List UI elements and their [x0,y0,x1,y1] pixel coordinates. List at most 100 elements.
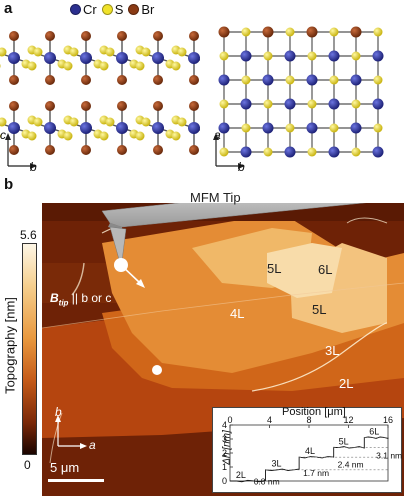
s-atom [33,47,43,57]
cr-atom [262,74,274,86]
s-atom [263,99,273,109]
cr-dot-icon [70,4,81,15]
s-atom [241,27,251,37]
s-atom [141,47,151,57]
panel-b-label: b [4,176,14,193]
s-atom [69,47,79,57]
afm-axis-a-label: a [89,438,96,452]
axis-c-label: c [0,128,6,142]
s-atom [219,147,229,157]
axis-a-label: a [214,128,221,142]
br-atom [45,101,55,111]
s-atom [135,131,145,141]
legend-br: Br [141,2,155,17]
cr-atom [372,50,384,62]
br-atom [45,31,55,41]
cr-atom [152,52,164,64]
br-atom [189,31,199,41]
cr-atom [218,74,230,86]
br-atom [153,101,163,111]
layer-label-6l: 6L [318,262,333,277]
inset-xlabel: Position [μm] [282,406,346,418]
br-atom [189,145,199,155]
s-atom [329,27,339,37]
step-height-annotation: 2.4 nm [338,460,364,470]
cr-atom [188,122,200,134]
s-atom [373,123,383,133]
cr-atom [372,98,384,110]
step-label: 6L [369,427,379,437]
br-atom [350,26,362,38]
panel-a-label: a [4,0,13,17]
s-atom [105,117,115,127]
s-atom [0,133,1,139]
br-atom [218,26,230,38]
cr-atom [306,74,318,86]
s-atom [241,75,251,85]
b-tip-symbol: B [50,291,59,305]
cr-atom [188,52,200,64]
cr-atom [284,50,296,62]
br-atom [81,145,91,155]
s-atom [63,61,73,71]
b-tip-rest: || b or c [68,291,112,305]
br-atom [81,75,91,85]
axis-b2-label: b [238,160,245,174]
x-tick-label: 0 [227,415,232,425]
s-atom [141,117,151,127]
cr-atom [284,98,296,110]
s-atom [285,123,295,133]
cr-atom [350,122,362,134]
br-atom [117,31,127,41]
axes-right-arrows [213,133,245,169]
br-atom [81,31,91,41]
s-atom [0,47,7,57]
s-atom [351,147,361,157]
s-atom [105,47,115,57]
cr-atom [80,52,92,64]
cr-atom [284,146,296,158]
cr-atom [372,146,384,158]
cr-atom [350,74,362,86]
cr-atom [116,122,128,134]
step-height-annotation: 1.7 nm [303,468,329,478]
step-height-annotation: 0.8 nm [254,477,280,487]
s-atom [99,131,109,141]
s-atom [329,75,339,85]
cr-atom [262,122,274,134]
s-atom [177,117,187,127]
s-atom [219,51,229,61]
step-label: 4L [305,446,315,456]
colorbar-min: 0 [24,458,31,472]
step-label: 5L [339,436,349,446]
br-atom [9,101,19,111]
br-atom [117,75,127,85]
cr-atom [8,122,20,134]
legend-s: S [114,2,124,17]
top-view-lattice [218,26,384,158]
s-atom [99,61,109,71]
side-view-structures [0,31,200,155]
cr-atom [218,122,230,134]
s-atom [307,147,317,157]
cr-atom [240,146,252,158]
br-atom [306,26,318,38]
s-atom [63,131,73,141]
cr-atom [80,122,92,134]
s-atom [69,117,79,127]
s-atom [351,51,361,61]
br-atom [189,75,199,85]
br-atom [81,101,91,111]
s-atom [171,131,181,141]
s-atom [285,27,295,37]
br-atom [9,31,19,41]
axis-b-label: b [30,160,37,174]
br-atom [45,75,55,85]
b-tip-label: Btip || b or c [50,291,111,307]
s-atom [171,61,181,71]
layer-label-5l-top: 5L [267,261,282,276]
s-dot-icon [101,4,113,15]
br-atom [117,145,127,155]
y-tick-label: 0 [222,476,227,486]
